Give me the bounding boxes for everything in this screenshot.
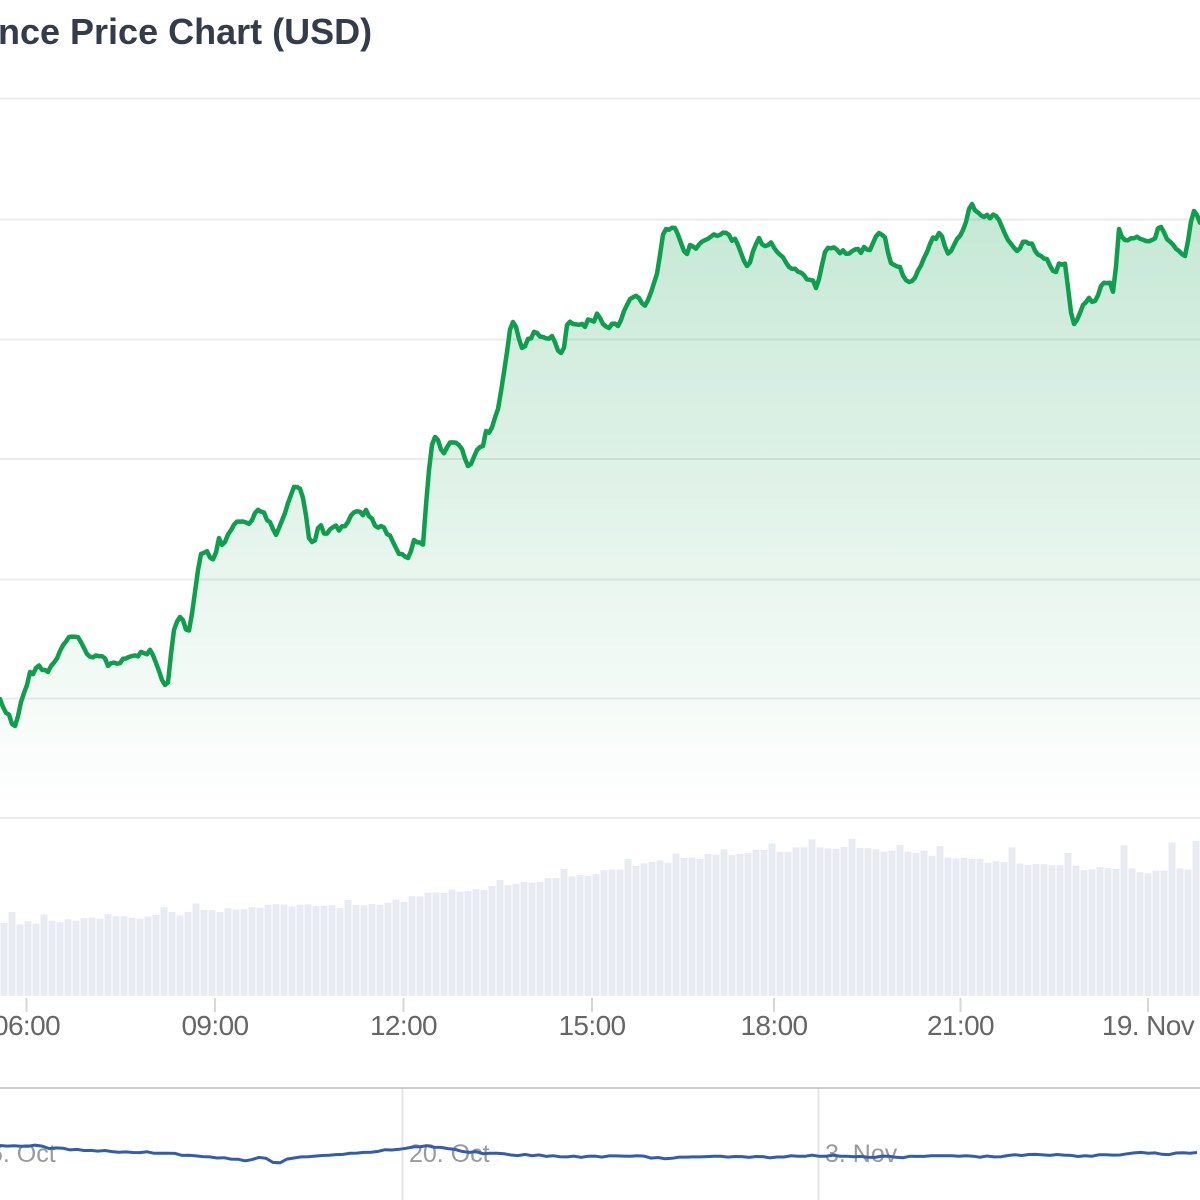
- svg-text:20. Oct: 20. Oct: [409, 1140, 490, 1168]
- svg-text:06:00: 06:00: [0, 1010, 60, 1041]
- svg-text:19. Nov: 19. Nov: [1102, 1010, 1195, 1041]
- svg-text:09:00: 09:00: [181, 1010, 248, 1041]
- svg-text:12:00: 12:00: [370, 1010, 437, 1041]
- svg-text:3. Nov: 3. Nov: [825, 1140, 898, 1168]
- svg-text:21:00: 21:00: [927, 1010, 994, 1041]
- svg-text:6. Oct: 6. Oct: [0, 1140, 56, 1168]
- svg-text:15:00: 15:00: [558, 1010, 625, 1041]
- svg-text:nce Price Chart (USD): nce Price Chart (USD): [0, 11, 372, 52]
- svg-text:18:00: 18:00: [740, 1010, 807, 1041]
